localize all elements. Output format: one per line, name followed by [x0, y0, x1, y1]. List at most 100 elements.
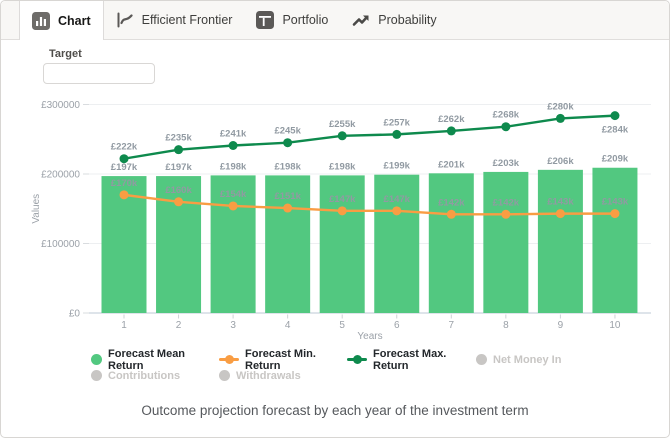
forecast-max-return-line	[123, 114, 616, 160]
point-value-label: £235k	[165, 133, 192, 144]
point-value-label: £284k	[602, 125, 629, 136]
bar-value-label: £209k	[602, 154, 629, 165]
bar-year-8[interactable]	[483, 171, 529, 313]
x-tick-label: 1	[121, 320, 127, 331]
bar-value-label: £206k	[547, 156, 574, 167]
tab-bar: Chart Efficient Frontier Portfolio Proba…	[1, 1, 669, 40]
legend-item-label: Withdrawals	[236, 369, 301, 382]
forecast-min-return-point-year-8[interactable]	[501, 209, 511, 219]
tab-label: Probability	[378, 13, 437, 27]
point-value-label: £245k	[274, 126, 301, 137]
target-label: Target	[49, 48, 82, 60]
tab-chart[interactable]: Chart	[19, 1, 104, 40]
trending-up-icon	[352, 11, 370, 29]
bar-year-10[interactable]	[592, 167, 638, 313]
x-tick-label: 7	[449, 320, 455, 331]
outcome-projection-chart: £0 £100000 £200000 £300000 1 2 3 4 5 6 7 8 9 10 Years V…	[31, 100, 651, 342]
bar-year-4[interactable]	[265, 175, 311, 313]
table-layout-icon	[256, 11, 275, 29]
bar-chart-icon	[32, 11, 50, 30]
bar-value-label: £198k	[329, 161, 356, 172]
x-tick-label: 10	[609, 320, 621, 331]
x-tick-label: 3	[230, 320, 236, 331]
forecast-min-return-point-year-5[interactable]	[337, 206, 347, 216]
y-tick-label: £0	[69, 309, 81, 320]
bar-year-7[interactable]	[428, 173, 474, 313]
forecast-max-return-point-year-2[interactable]	[174, 145, 184, 155]
point-value-label: £255k	[329, 119, 356, 130]
y-axis-title: Values	[31, 194, 42, 224]
forecast-min-return-point-year-7[interactable]	[446, 209, 456, 219]
legend-item-forecast-max-return[interactable]: Forecast Max. Return	[347, 348, 476, 372]
legend-line-marker	[347, 354, 367, 365]
chart-legend-row-1: Forecast Mean Return Forecast Min. Return…	[91, 348, 561, 372]
tab-probability[interactable]: Probability	[340, 1, 448, 39]
x-tick-label: 4	[285, 320, 291, 331]
bar-value-label: £199k	[384, 161, 411, 172]
legend-circle-marker	[91, 354, 102, 365]
point-value-label: £262k	[438, 114, 465, 125]
tab-bar-spacer	[1, 1, 19, 39]
forecast-min-return-point-year-2[interactable]	[174, 197, 184, 207]
forecast-min-return-point-year-4[interactable]	[283, 203, 293, 213]
point-value-label: £280k	[547, 101, 574, 112]
legend-line-marker	[219, 354, 239, 365]
x-tick-label: 6	[394, 320, 400, 331]
target-input[interactable]	[43, 63, 155, 84]
forecast-max-return-point-year-6[interactable]	[392, 129, 402, 139]
tab-label: Portfolio	[282, 13, 329, 27]
line-chart-icon	[116, 11, 134, 29]
legend-circle-marker	[476, 354, 487, 365]
chart-legend-row-2: Contributions Withdrawals	[91, 369, 476, 382]
tab-portfolio[interactable]: Portfolio	[244, 1, 340, 39]
tab-efficient-frontier[interactable]: Efficient Frontier	[104, 1, 245, 39]
bar-year-5[interactable]	[319, 175, 365, 313]
bar-year-6[interactable]	[374, 174, 420, 313]
forecast-max-return-point-year-10[interactable]	[610, 111, 620, 121]
legend-circle-marker	[91, 370, 102, 381]
y-tick-label: £100000	[41, 239, 80, 250]
bar-value-label: £197k	[165, 162, 192, 173]
forecast-max-return-point-year-4[interactable]	[283, 138, 293, 148]
tab-label: Efficient Frontier	[141, 13, 233, 27]
forecast-max-return-point-year-7[interactable]	[446, 126, 456, 136]
forecast-max-return-point-year-1[interactable]	[119, 154, 129, 164]
point-value-label: £241k	[220, 129, 247, 140]
legend-item-forecast-min-return[interactable]: Forecast Min. Return	[219, 348, 347, 372]
bar-value-label: £198k	[220, 161, 247, 172]
forecast-min-return-point-year-6[interactable]	[392, 206, 402, 216]
legend-item-label: Net Money In	[493, 353, 562, 366]
legend-item-net-money-in[interactable]: Net Money In	[476, 353, 561, 366]
forecast-min-return-point-year-9[interactable]	[555, 209, 565, 219]
bar-year-9[interactable]	[537, 169, 583, 313]
bar-year-3[interactable]	[210, 175, 256, 313]
bar-value-label: £201k	[438, 159, 465, 170]
bar-year-2[interactable]	[156, 176, 202, 313]
forecast-max-return-point-year-8[interactable]	[501, 122, 511, 132]
point-value-label: £257k	[384, 117, 411, 128]
forecast-max-return-point-year-3[interactable]	[228, 141, 238, 151]
forecast-min-return-point-year-1[interactable]	[119, 190, 129, 200]
point-value-label: £268k	[493, 110, 520, 121]
y-tick-label: £300000	[41, 100, 80, 111]
legend-circle-marker	[219, 370, 230, 381]
forecast-min-return-point-year-10[interactable]	[610, 209, 620, 219]
legend-item-contributions[interactable]: Contributions	[91, 369, 219, 382]
forecast-max-return-point-year-9[interactable]	[555, 113, 565, 123]
legend-item-forecast-mean-return[interactable]: Forecast Mean Return	[91, 348, 219, 372]
chart-caption: Outcome projection forecast by each year…	[141, 403, 529, 418]
legend-item-label: Forecast Max. Return	[373, 347, 447, 372]
forecast-min-return-point-year-3[interactable]	[228, 201, 238, 211]
y-tick-label: £200000	[41, 170, 80, 181]
x-tick-label: 9	[558, 320, 564, 331]
forecast-max-return-point-year-5[interactable]	[337, 131, 347, 141]
x-tick-label: 5	[339, 320, 345, 331]
x-tick-label: 8	[503, 320, 509, 331]
point-value-label: £222k	[111, 142, 138, 153]
legend-item-label: Contributions	[108, 369, 181, 382]
legend-item-withdrawals[interactable]: Withdrawals	[219, 369, 347, 382]
bar-value-label: £197k	[111, 162, 138, 173]
legend-item-label: Forecast Mean Return	[108, 347, 186, 372]
tab-label: Chart	[58, 13, 91, 28]
legend-item-label: Forecast Min. Return	[245, 347, 316, 372]
